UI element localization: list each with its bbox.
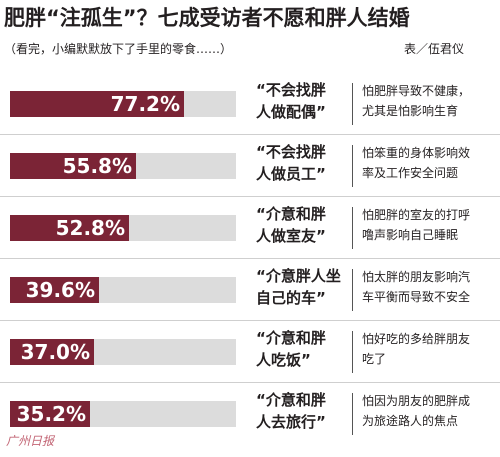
category-label-line: “介意和胖 [256,329,326,347]
category-label-line: 人做室友” [256,227,326,245]
reason-detail-line: 怕肥胖的室友的打呼 [362,208,471,222]
chart-row: 39.6% “介意胖人坐 自己的车” 怕太胖的朋友影响汽 车平衡而导致不安全 [0,259,500,321]
divider [352,331,353,373]
chart-row: 52.8% “介意和胖人做室友” 怕肥胖的室友的打呼 噜声影响自己睡眠 [0,197,500,259]
reason-detail: 怕因为朋友的肥胖成 为旅途路人的焦点 [362,391,497,431]
reason-detail: 怕肥胖导致不健康， 尤其是怕影响生育 [362,81,497,121]
reason-detail-line: 噜声影响自己睡眠 [362,228,459,242]
bar-value-label: 55.8% [62,154,132,178]
bar-value-label: 39.6% [25,278,95,302]
category-label: “介意胖人坐 自己的车” [256,265,348,309]
reason-detail: 怕太胖的朋友影响汽 车平衡而导致不安全 [362,267,497,307]
category-label-line: “介意和胖 [256,205,326,223]
chart-row: 37.0% “介意和胖人吃饭” 怕好吃的多给胖朋友 吃了 [0,321,500,383]
bar-track: 37.0% [10,339,236,365]
reason-detail: 怕肥胖的室友的打呼 噜声影响自己睡眠 [362,205,497,245]
bar-track: 55.8% [10,153,236,179]
bar [10,277,99,303]
category-label: “不会找胖人做配偶” [256,79,348,123]
category-label-line: 人吃饭” [256,351,311,369]
bar [10,215,129,241]
category-label-line: 人去旅行” [256,413,326,431]
reason-detail-line: 车平衡而导致不安全 [362,290,471,304]
row-divider [0,134,500,135]
row-divider [0,320,500,321]
bar [10,91,184,117]
category-label-line: 人做配偶” [256,103,326,121]
bar-value-label: 77.2% [110,92,180,116]
category-label-line: “介意胖人坐 [256,267,341,285]
chart-subtitle: （看完，小编默默放下了手里的零食……） [4,42,233,56]
category-label-line: “介意和胖 [256,391,326,409]
reason-detail-line: 为旅途路人的焦点 [362,414,459,428]
chart-row: 55.8% “不会找胖人做员工” 怕笨重的身体影响效 率及工作安全问题 [0,135,500,197]
newspaper-logo: 广州日报 [6,434,55,448]
category-label-line: “不会找胖 [256,143,326,161]
byline: 表／伍君仪 [403,42,464,56]
chart-row: 35.2% “介意和胖人去旅行” 怕因为朋友的肥胖成 为旅途路人的焦点 [0,383,500,445]
reason-detail: 怕笨重的身体影响效 率及工作安全问题 [362,143,497,183]
reason-detail-line: 率及工作安全问题 [362,166,459,180]
bar-track: 39.6% [10,277,236,303]
category-label-line: “不会找胖 [256,81,326,99]
bar-value-label: 37.0% [20,340,90,364]
chart-title: 肥胖“注孤生”？七成受访者不愿和胖人结婚 [4,6,410,30]
category-label: “介意和胖人做室友” [256,203,348,247]
reason-detail-line: 吃了 [362,352,387,366]
bar-value-label: 35.2% [16,402,86,426]
divider [352,83,353,125]
category-label: “介意和胖人吃饭” [256,327,348,371]
reason-detail: 怕好吃的多给胖朋友 吃了 [362,329,497,369]
chart-row: 77.2% “不会找胖人做配偶” 怕肥胖导致不健康， 尤其是怕影响生育 [0,73,500,135]
reason-detail-line: 尤其是怕影响生育 [362,104,459,118]
bar-value-label: 52.8% [55,216,125,240]
row-divider [0,196,500,197]
bar-track: 52.8% [10,215,236,241]
divider [352,207,353,249]
bar [10,153,136,179]
row-divider [0,382,500,383]
bar-track: 77.2% [10,91,236,117]
category-label: “介意和胖人去旅行” [256,389,348,433]
reason-detail-line: 怕肥胖导致不健康， [362,84,471,98]
category-label: “不会找胖人做员工” [256,141,348,185]
bar [10,339,94,365]
divider [352,145,353,187]
reason-detail-line: 怕因为朋友的肥胖成 [362,394,471,408]
divider [352,393,353,435]
reason-detail-line: 怕笨重的身体影响效 [362,146,471,160]
bar [10,401,90,427]
reason-detail-line: 怕好吃的多给胖朋友 [362,332,471,346]
bar-track: 35.2% [10,401,236,427]
row-divider [0,258,500,259]
category-label-line: 人做员工” [256,165,326,183]
divider [352,269,353,311]
reason-detail-line: 怕太胖的朋友影响汽 [362,270,471,284]
category-label-line: 自己的车” [256,289,326,307]
